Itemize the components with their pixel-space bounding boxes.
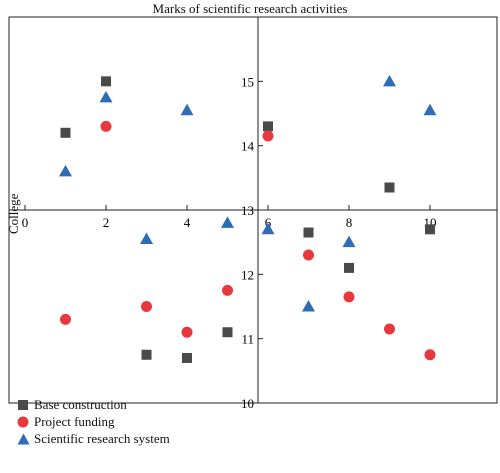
y-tick-label: 14 [241,139,255,154]
x-tick-label: 0 [22,215,29,230]
data-point-base-construction [263,121,273,132]
data-point-scientific-research-system [423,103,437,116]
legend-label: Base construction [34,396,127,412]
x-tick-label: 6 [265,215,272,230]
legend-item-project-funding: Project funding [16,413,170,430]
legend-label: Project funding [34,413,115,429]
data-point-scientific-research-system [99,90,113,103]
legend: Base construction Project funding Scient… [16,396,170,447]
data-point-base-construction [101,76,111,87]
y-tick-label: 15 [241,74,254,89]
x-tick-label: 8 [346,215,353,230]
data-point-base-construction [344,262,354,273]
x-tick-label: 4 [184,215,191,230]
data-point-base-construction [182,352,192,363]
data-point-project-funding [424,349,436,361]
data-point-project-funding [262,130,274,142]
data-point-scientific-research-system [221,216,234,228]
data-point-scientific-research-system [302,300,315,312]
data-point-project-funding [181,326,193,338]
data-point-project-funding [343,291,355,303]
legend-item-base-construction: Base construction [16,396,170,413]
chart-title: Marks of scientific research activities [152,1,348,16]
data-point-project-funding [60,313,71,325]
data-point-project-funding [303,249,314,261]
data-point-base-construction [384,182,395,193]
data-point-base-construction [303,227,314,238]
data-point-base-construction [141,349,152,360]
data-point-project-funding [100,120,112,132]
data-point-base-construction [222,327,233,338]
y-tick-label: 13 [241,203,254,218]
data-point-scientific-research-system [261,222,275,235]
y-tick-label: 10 [241,396,254,411]
data-point-scientific-research-system [59,164,72,177]
square-marker-icon [16,398,30,412]
data-point-base-construction [425,224,435,235]
data-point-scientific-research-system [383,74,396,87]
data-point-scientific-research-system [140,232,153,244]
triangle-marker-icon [16,432,30,446]
data-point-project-funding [141,301,152,312]
data-point-project-funding [384,323,395,335]
data-point-scientific-research-system [342,235,356,248]
circle-marker-icon [16,415,30,429]
legend-label: Scientific research system [34,430,170,446]
y-tick-label: 11 [241,332,254,347]
x-tick-label: 2 [103,215,110,230]
data-point-scientific-research-system [180,103,194,116]
legend-item-scientific-research-system: Scientific research system [16,430,170,447]
y-tick-label: 12 [241,267,254,282]
data-point-base-construction [60,127,71,138]
data-point-project-funding [222,284,233,296]
